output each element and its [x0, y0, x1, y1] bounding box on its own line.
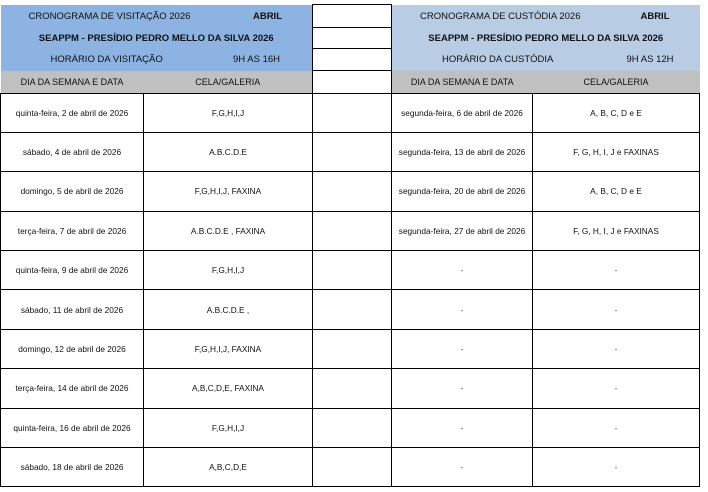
spacer-cell [312, 210, 392, 252]
custody-date: segunda-feira, 27 de abril de 2026 [391, 210, 533, 252]
spacer-cell [312, 92, 392, 133]
visitation-date: sábado, 4 de abril de 2026 [0, 131, 144, 173]
custody-cell: A, B, C, D e E [532, 92, 700, 133]
custody-title: CRONOGRAMA DE CUSTÓDIA 2026 [420, 10, 581, 22]
visitation-date: terça-feira, 7 de abril de 2026 [0, 210, 144, 252]
spacer-cell [312, 171, 392, 212]
visitation-hours-cell: HORÁRIO DA VISITAÇÃO 9H AS 16H [0, 48, 313, 71]
schedule-table: CRONOGRAMA DE VISITAÇÃO 2026 ABRIL CRONOG… [0, 4, 700, 488]
table-row: terça-feira, 14 de abril de 2026 A,B,C,D,… [0, 368, 700, 409]
table-row: quinta-feira, 16 de abril de 2026 F,G,H,I… [0, 407, 700, 449]
visitation-date: domingo, 12 de abril de 2026 [0, 328, 144, 370]
table-row: terça-feira, 7 de abril de 2026 A.B.C.D.E… [0, 210, 700, 252]
table-row: sábado, 11 de abril de 2026 A.B.C.D.E , -- [0, 289, 700, 330]
visitation-cell: F,G,H,I,J [143, 407, 313, 449]
hours-row: HORÁRIO DA VISITAÇÃO 9H AS 16H HORÁRIO DA… [0, 48, 700, 71]
custody-hours-label: HORÁRIO DA CUSTÓDIA [442, 54, 554, 65]
custody-cell: F, G, H, I, J e FAXINAS [532, 131, 700, 173]
visitation-date: quinta-feira, 2 de abril de 2026 [0, 92, 144, 133]
spacer-cell [312, 328, 392, 370]
spacer-cell [312, 289, 392, 330]
visitation-date: terça-feira, 14 de abril de 2026 [0, 368, 144, 409]
custody-cell: - [532, 328, 700, 370]
table-row: quinta-feira, 2 de abril de 2026 F,G,H,I,… [0, 92, 700, 133]
table-row: sábado, 18 de abril de 2026 A,B,C,D,E - - [0, 447, 700, 488]
visitation-cell: F,G,H,I,J [143, 92, 313, 133]
custody-hours: 9H AS 12H [626, 54, 674, 65]
spacer-cell [312, 447, 392, 488]
spacer-cell [312, 250, 392, 291]
custody-date: segunda-feira, 20 de abril de 2026 [391, 171, 533, 212]
custody-cell: F, G, H, I, J e FAXINAS [532, 210, 700, 252]
visitation-date: sábado, 18 de abril de 2026 [0, 447, 144, 488]
custody-date: - [391, 328, 533, 370]
visitation-col-date: DIA DA SEMANA E DATA [0, 70, 144, 93]
spacer-cell [312, 27, 392, 49]
custody-hours-cell: HORÁRIO DA CUSTÓDIA 9H AS 12H [391, 48, 700, 71]
custody-date: segunda-feira, 13 de abril de 2026 [391, 131, 533, 173]
visitation-cell: F,G,H,I,J [143, 250, 313, 291]
visitation-title-cell: CRONOGRAMA DE VISITAÇÃO 2026 ABRIL [0, 4, 313, 28]
spacer-cell [312, 48, 392, 71]
visitation-cell: A,B,C,D,E, FAXINA [143, 368, 313, 409]
custody-cell: - [532, 368, 700, 409]
spacer-cell [312, 70, 392, 93]
visitation-hours-label: HORÁRIO DA VISITAÇÃO [50, 54, 163, 65]
visitation-cell: A,B,C,D,E [143, 447, 313, 488]
custody-cell: - [532, 250, 700, 291]
visitation-date: quinta-feira, 16 de abril de 2026 [0, 407, 144, 449]
spacer-cell [312, 131, 392, 173]
spacer-cell [312, 368, 392, 409]
custody-cell: A, B, C, D e E [532, 171, 700, 212]
custody-date: segunda-feira, 6 de abril de 2026 [391, 92, 533, 133]
custody-col-cell: CELA/GALERIA [532, 70, 700, 93]
custody-date: - [391, 368, 533, 409]
visitation-cell: A.B.C.D.E , [143, 289, 313, 330]
visitation-month: ABRIL [252, 10, 282, 22]
visitation-date: domingo, 5 de abril de 2026 [0, 171, 144, 212]
table-row: domingo, 12 de abril de 2026 F,G,H,I,J, F… [0, 328, 700, 370]
title-row: CRONOGRAMA DE VISITAÇÃO 2026 ABRIL CRONOG… [0, 4, 700, 28]
custody-cell: - [532, 407, 700, 449]
visitation-title: CRONOGRAMA DE VISITAÇÃO 2026 [28, 10, 191, 22]
custody-cell: - [532, 447, 700, 488]
table-row: sábado, 4 de abril de 2026 A.B.C.D.E segun… [0, 131, 700, 173]
spacer-cell [312, 4, 392, 28]
visitation-col-cell: CELA/GALERIA [143, 70, 313, 93]
custody-title-cell: CRONOGRAMA DE CUSTÓDIA 2026 ABRIL [391, 4, 700, 28]
column-header-row: DIA DA SEMANA E DATA CELA/GALERIA DIA DA… [0, 70, 700, 93]
visitation-cell: F,G,H,I,J, FAXINA [143, 328, 313, 370]
visitation-hours: 9H AS 16H [233, 54, 280, 65]
visitation-cell: A.B.C.D.E , FAXINA [143, 210, 313, 252]
visitation-date: quinta-feira, 9 de abril de 2026 [0, 250, 144, 291]
table-row: domingo, 5 de abril de 2026 F,G,H,I,J, FA… [0, 171, 700, 212]
custody-col-date: DIA DA SEMANA E DATA [391, 70, 533, 93]
custody-date: - [391, 447, 533, 488]
custody-institution: SEAPPM - PRESÍDIO PEDRO MELLO DA SILVA 2… [391, 27, 700, 49]
spacer-cell [312, 407, 392, 449]
visitation-cell: A.B.C.D.E [143, 131, 313, 173]
visitation-institution: SEAPPM - PRESÍDIO PEDRO MELLO DA SILVA 2… [0, 27, 313, 49]
custody-date: - [391, 289, 533, 330]
custody-month: ABRIL [640, 10, 670, 22]
custody-cell: - [532, 289, 700, 330]
table-row: quinta-feira, 9 de abril de 2026 F,G,H,I,… [0, 250, 700, 291]
institution-row: SEAPPM - PRESÍDIO PEDRO MELLO DA SILVA 2… [0, 27, 700, 49]
custody-date: - [391, 250, 533, 291]
visitation-date: sábado, 11 de abril de 2026 [0, 289, 144, 330]
visitation-cell: F,G,H,I,J, FAXINA [143, 171, 313, 212]
custody-date: - [391, 407, 533, 449]
